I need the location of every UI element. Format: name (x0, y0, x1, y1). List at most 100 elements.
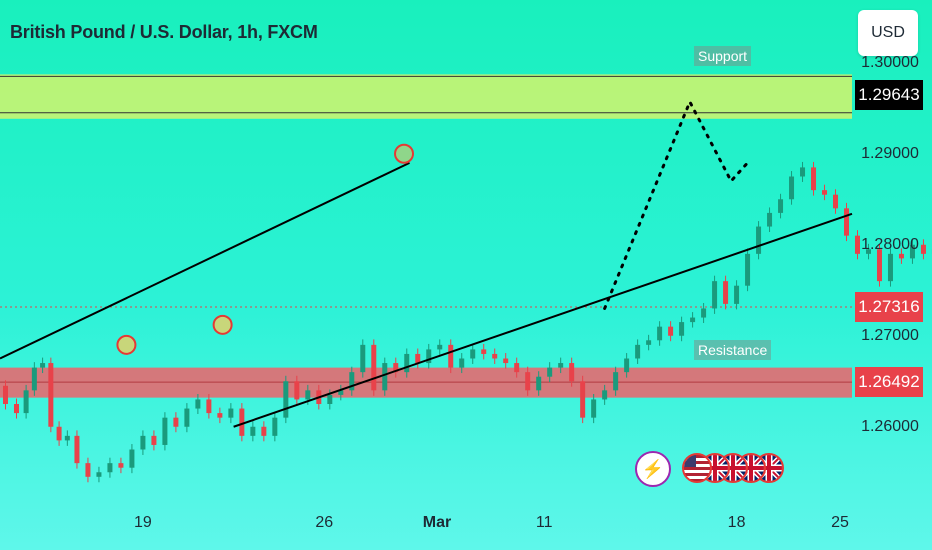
candle-body (151, 435, 157, 445)
candle-body (811, 167, 817, 191)
candle-body (272, 417, 278, 436)
candle-body (404, 353, 410, 373)
chart-title: British Pound / U.S. Dollar, 1h, FXCM (10, 22, 318, 42)
candle-body (228, 408, 234, 418)
x-tick-label: Mar (422, 514, 452, 531)
candle-body (920, 244, 926, 254)
candle-body (909, 244, 915, 259)
candle-body (503, 358, 509, 364)
candle-body (657, 326, 663, 341)
candle-body (74, 435, 80, 464)
candle-body (844, 208, 850, 236)
candle-body (887, 253, 893, 282)
x-tick-label: 25 (831, 514, 849, 531)
candle-body (613, 372, 619, 391)
candle-body (481, 349, 487, 354)
candle-body (294, 381, 300, 400)
candle-body (13, 404, 19, 414)
candle-body (459, 358, 465, 368)
candle-body (173, 417, 179, 427)
candle-body (624, 358, 630, 373)
candle-body (393, 363, 399, 373)
candle-body (448, 344, 454, 368)
candle-body (40, 363, 46, 368)
candle-body (371, 344, 377, 391)
candle-body (305, 390, 311, 400)
candle-body (591, 399, 597, 418)
lower-trendline (233, 212, 853, 428)
candle-body (129, 449, 135, 468)
candle-body (547, 367, 553, 377)
candle-body (470, 349, 476, 359)
support-zone (0, 74, 852, 119)
x-tick-label: 18 (727, 514, 746, 531)
candle-body (646, 340, 652, 345)
candle-body (118, 463, 124, 468)
candle-body (349, 372, 355, 391)
lightning-icon[interactable]: ⚡ (635, 451, 671, 487)
candle-body (580, 381, 586, 418)
candle-body (800, 167, 806, 177)
high-marker-circle (394, 143, 415, 164)
us-flag-icon[interactable] (682, 453, 712, 483)
y-tick-label: 1.28000 (861, 235, 919, 253)
candle-body (679, 322, 685, 336)
candle-body (668, 326, 674, 336)
candle-body (865, 249, 871, 254)
x-tick-label: 11 (535, 514, 553, 531)
y-tick-label: 1.29000 (861, 144, 919, 162)
support-zone-label: Support (694, 46, 752, 67)
candle-body (789, 176, 795, 200)
candle-body (23, 390, 29, 414)
candle-body (756, 226, 762, 254)
candle-body (48, 363, 54, 427)
candle-body (261, 426, 267, 436)
candle-body (734, 285, 740, 304)
candle-body (415, 353, 421, 364)
candle-body (898, 253, 904, 259)
candle-body (854, 235, 860, 254)
candle-body (525, 372, 531, 391)
candle-body (876, 249, 882, 282)
candle-body (85, 463, 91, 477)
resistance-zone-label: Resistance (694, 339, 772, 360)
y-tick-label: 1.27000 (861, 326, 919, 344)
candle-body (437, 344, 443, 350)
y-tick-label: 1.30000 (861, 53, 919, 71)
candle-body (426, 349, 432, 364)
candle-body (723, 281, 729, 304)
candle-body (701, 308, 707, 318)
swing-marker-circle-1 (212, 314, 233, 335)
candle-body (745, 253, 751, 286)
upper-trendline (0, 161, 410, 360)
candle-body (602, 390, 608, 400)
candle-body (140, 435, 146, 450)
candle-body (833, 194, 839, 209)
swing-marker-circle-2 (116, 334, 137, 355)
candle-body (239, 408, 245, 436)
projection-path (603, 98, 750, 310)
candle-body (217, 413, 223, 418)
candle-body (690, 317, 696, 323)
candle-body (514, 363, 520, 373)
current-price-tag: 1.27316 (855, 291, 923, 322)
candle-body (536, 376, 542, 391)
candle-body (360, 344, 366, 373)
candle-body (778, 199, 784, 213)
candle-body (822, 190, 828, 195)
currency-button[interactable]: USD (858, 10, 918, 56)
candle-body (382, 363, 388, 391)
candle-body (195, 399, 201, 409)
candle-body (283, 381, 289, 418)
x-tick-label: 26 (315, 514, 334, 531)
candle-body (767, 212, 773, 227)
candle-body (327, 394, 333, 404)
support-price-tag: 1.29643 (855, 80, 923, 111)
candle-body (558, 363, 564, 368)
candle-body (712, 281, 718, 309)
candle-body (64, 435, 70, 441)
candle-body (492, 353, 498, 359)
candle-body (2, 385, 8, 404)
